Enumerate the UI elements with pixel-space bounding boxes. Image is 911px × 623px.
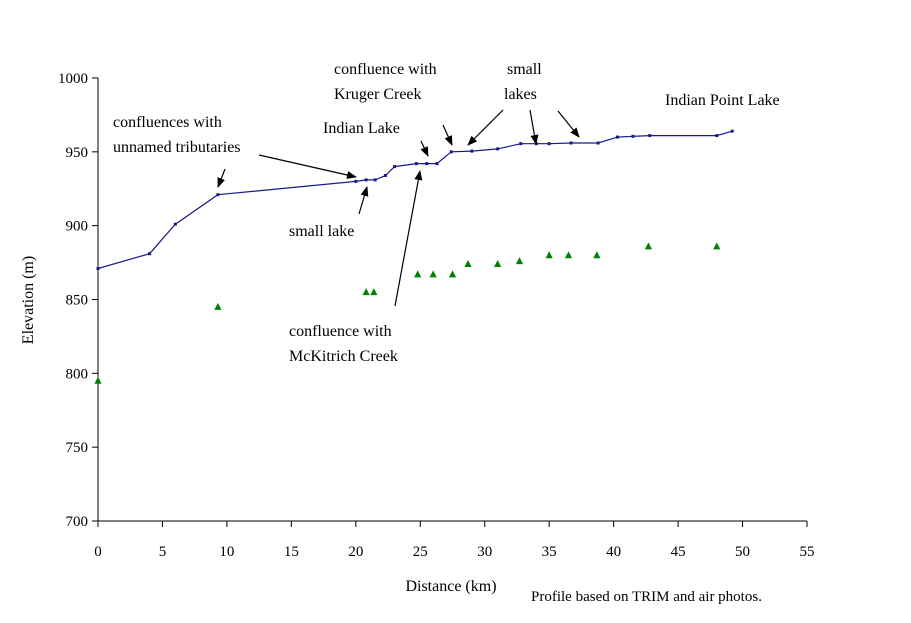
profile-point <box>383 173 387 177</box>
profile-point <box>596 141 600 145</box>
triangle-marker <box>564 251 573 259</box>
triangle-marker <box>515 257 524 265</box>
x-axis-ticks: 0 5 10 15 20 25 30 35 40 45 50 55 <box>94 521 815 560</box>
annotation-arrows <box>217 109 580 307</box>
profile-point <box>173 222 177 226</box>
annotation-indian-lake: Indian Lake <box>323 120 400 137</box>
x-tick-label: 10 <box>219 544 234 560</box>
profile-point <box>648 134 652 138</box>
triangle-marker <box>94 376 102 384</box>
arrow-small-lakes-right <box>557 110 580 138</box>
arrow-small-lake <box>358 186 369 215</box>
source-note: Profile based on TRIM and air photos. <box>531 589 762 605</box>
profile-point <box>425 162 429 166</box>
y-tick-label: 950 <box>66 145 89 161</box>
annotation-line: Kruger Creek <box>334 86 422 103</box>
profile-point <box>364 178 368 182</box>
y-tick-label: 850 <box>66 293 89 309</box>
annotation-line: McKitrich Creek <box>289 348 398 365</box>
svg-text:confluences with: confluences with <box>113 114 222 131</box>
triangle-marker <box>370 288 378 296</box>
x-tick-label: 40 <box>606 544 621 560</box>
triangle-marker <box>362 288 370 296</box>
svg-text:confluence with: confluence with <box>334 61 437 78</box>
svg-text:confluence with: confluence with <box>289 323 392 340</box>
profile-point <box>435 162 439 166</box>
arrow-confluence-tributary-2 <box>258 154 357 179</box>
profile-point <box>96 266 100 270</box>
profile-point <box>373 178 377 182</box>
arrow-small-lakes-left <box>467 109 504 146</box>
profile-point <box>216 193 220 197</box>
x-tick-label: 50 <box>735 544 750 560</box>
profile-point <box>496 147 500 151</box>
triangle-marker <box>593 251 601 259</box>
triangle-marker <box>494 260 502 268</box>
x-tick-label: 5 <box>159 544 167 560</box>
profile-point <box>631 134 635 138</box>
svg-text:McKitrich Creek: McKitrich Creek <box>289 348 398 365</box>
valley-floor-series <box>94 242 721 384</box>
profile-point <box>519 142 523 146</box>
profile-point <box>547 142 551 146</box>
profile-point <box>392 165 396 169</box>
arrow-indian-lake <box>420 140 429 157</box>
y-tick-label: 900 <box>66 219 89 235</box>
profile-point <box>354 179 358 183</box>
annotation-small-lake: small lake <box>289 223 354 240</box>
profile-point <box>569 141 573 145</box>
profile-point <box>414 162 418 166</box>
annotation-kruger-creek: confluence with Kruger Creek <box>334 61 437 103</box>
y-axis-title: Elevation (m) <box>20 256 37 344</box>
y-tick-label: 1000 <box>58 71 88 87</box>
x-tick-label: 35 <box>542 544 557 560</box>
x-tick-label: 25 <box>413 544 428 560</box>
arrow-kruger-creek <box>442 124 453 146</box>
annotation-mckitrich-creek: confluence with McKitrich Creek <box>289 323 398 365</box>
profile-point <box>470 149 474 153</box>
annotation-line: confluence with <box>334 61 437 78</box>
triangle-marker <box>644 242 653 250</box>
x-tick-label: 20 <box>348 544 363 560</box>
annotation-small-lakes: small lakes <box>504 61 542 103</box>
x-tick-label: 55 <box>800 544 815 560</box>
svg-text:small: small <box>507 61 542 78</box>
svg-text:unnamed tributaries: unnamed tributaries <box>113 139 241 156</box>
svg-text:lakes: lakes <box>504 86 537 103</box>
profile-point <box>148 252 152 256</box>
y-tick-label: 700 <box>66 514 89 530</box>
triangle-marker <box>414 270 422 278</box>
arrow-small-lakes-mid <box>529 109 539 145</box>
annotation-indian-point-lake: Indian Point Lake <box>665 92 780 109</box>
triangle-marker <box>713 242 721 250</box>
y-tick-label: 750 <box>66 440 89 456</box>
stream-profile-series <box>96 129 734 270</box>
profile-point <box>616 135 620 139</box>
y-axis-ticks: 700 750 800 850 900 950 1000 <box>58 71 98 530</box>
triangle-marker <box>448 270 457 278</box>
profile-point <box>730 129 734 133</box>
annotation-confluences: confluences with unnamed tributaries <box>113 114 241 156</box>
svg-text:Kruger Creek: Kruger Creek <box>334 86 422 103</box>
y-tick-label: 800 <box>66 366 89 382</box>
x-tick-label: 0 <box>94 544 102 560</box>
arrow-mckitrich-creek <box>394 170 423 307</box>
annotation-line: lakes <box>504 86 537 103</box>
x-axis-title: Distance (km) <box>405 578 496 595</box>
profile-point <box>449 150 453 154</box>
x-tick-label: 30 <box>477 544 492 560</box>
triangle-marker <box>464 260 472 268</box>
x-tick-label: 45 <box>671 544 686 560</box>
annotation-line: confluences with <box>113 114 222 131</box>
arrow-confluence-tributary-1 <box>217 168 226 188</box>
profile-point <box>715 134 719 138</box>
triangle-marker <box>214 302 222 310</box>
annotation-line: confluence with <box>289 323 392 340</box>
x-tick-label: 15 <box>284 544 299 560</box>
annotation-line: small <box>507 61 542 78</box>
triangle-marker <box>429 270 437 278</box>
triangle-marker <box>545 251 553 259</box>
annotation-line: unnamed tributaries <box>113 139 241 156</box>
